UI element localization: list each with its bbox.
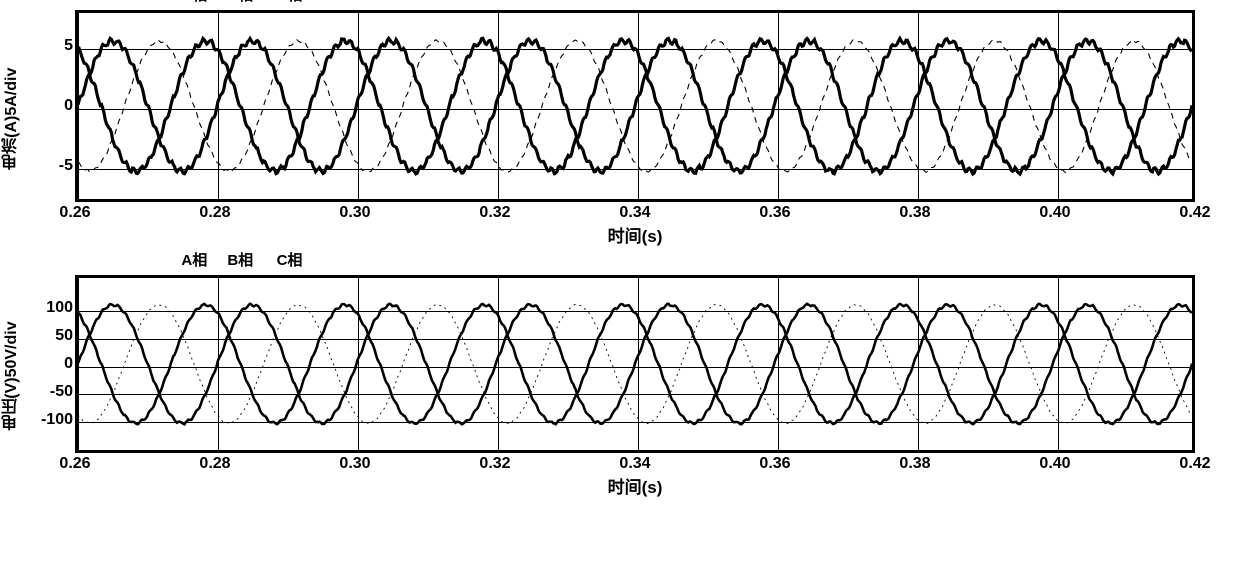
series-A相 (78, 304, 1192, 425)
x-tick-label: 0.28 (199, 204, 230, 222)
x-ticks: 0.260.280.300.320.340.360.380.400.42 (75, 202, 1195, 224)
plot-wrap: A相B相C相-5050.260.280.300.320.340.360.380.… (75, 10, 1195, 247)
legend-item: C相 (277, 249, 303, 270)
x-tick-label: 0.36 (759, 204, 790, 222)
plot-area (75, 275, 1195, 453)
legend-item: C相 (277, 0, 303, 5)
x-tick-label: 0.38 (899, 455, 930, 473)
y-tick-label: -50 (50, 383, 73, 401)
y-tick-label: -5 (59, 157, 73, 175)
chart-panel-voltage: 50V/div电压(V)A相B相C相-100-500501000.260.280… (5, 275, 1230, 498)
x-tick-label: 0.32 (479, 455, 510, 473)
x-tick-label: 0.42 (1179, 455, 1210, 473)
x-tick-label: 0.30 (339, 455, 370, 473)
y-tick-label: 100 (46, 299, 73, 317)
x-tick-label: 0.30 (339, 204, 370, 222)
y-axis-label-line2: 5A/div (3, 67, 21, 115)
y-axis-label-line1: 电压(V) (3, 377, 21, 430)
x-tick-label: 0.42 (1179, 204, 1210, 222)
y-axis-label: 50V/div电压(V) (3, 321, 21, 430)
x-axis-label: 时间(s) (75, 222, 1195, 247)
y-tick-label: -100 (41, 411, 73, 429)
y-tick-label: 0 (64, 97, 73, 115)
x-tick-label: 0.32 (479, 204, 510, 222)
y-tick-label: 0 (64, 355, 73, 373)
y-ticks: -5 0 5 (35, 10, 73, 202)
x-ticks: 0.260.280.300.320.340.360.380.400.42 (75, 453, 1195, 475)
x-tick-label: 0.34 (619, 204, 650, 222)
x-tick-label: 0.38 (899, 204, 930, 222)
y-axis-label-line1: 电流(A) (3, 115, 21, 169)
y-tick-label: 5 (64, 37, 73, 55)
x-tick-label: 0.40 (1039, 455, 1070, 473)
y-axis-label-line2: 50V/div (3, 321, 21, 377)
x-tick-label: 0.26 (59, 204, 90, 222)
x-tick-label: 0.26 (59, 455, 90, 473)
legend-item: A相 (181, 249, 207, 270)
waveform-svg (78, 278, 1192, 450)
x-tick-label: 0.40 (1039, 204, 1070, 222)
chart-panel-current: 5A/div电流(A)A相B相C相-5050.260.280.300.320.3… (5, 10, 1230, 247)
waveform-svg (78, 13, 1192, 199)
y-ticks: -100 -50 0 50 100 (35, 275, 73, 453)
legend-item: A相 (181, 0, 207, 5)
legend-item: B相 (227, 0, 253, 5)
x-axis-label: 时间(s) (75, 473, 1195, 498)
legend: A相 B相 C相 (75, 249, 1195, 275)
x-tick-label: 0.28 (199, 455, 230, 473)
plot-area (75, 10, 1195, 202)
legend: A相 B相 C相 (75, 0, 1195, 10)
plot-wrap: A相B相C相-100-500501000.260.280.300.320.340… (75, 275, 1195, 498)
legend-item: B相 (227, 249, 253, 270)
x-tick-label: 0.36 (759, 455, 790, 473)
y-axis-label: 5A/div电流(A) (3, 67, 21, 169)
y-tick-label: 50 (55, 327, 73, 345)
x-tick-label: 0.34 (619, 455, 650, 473)
